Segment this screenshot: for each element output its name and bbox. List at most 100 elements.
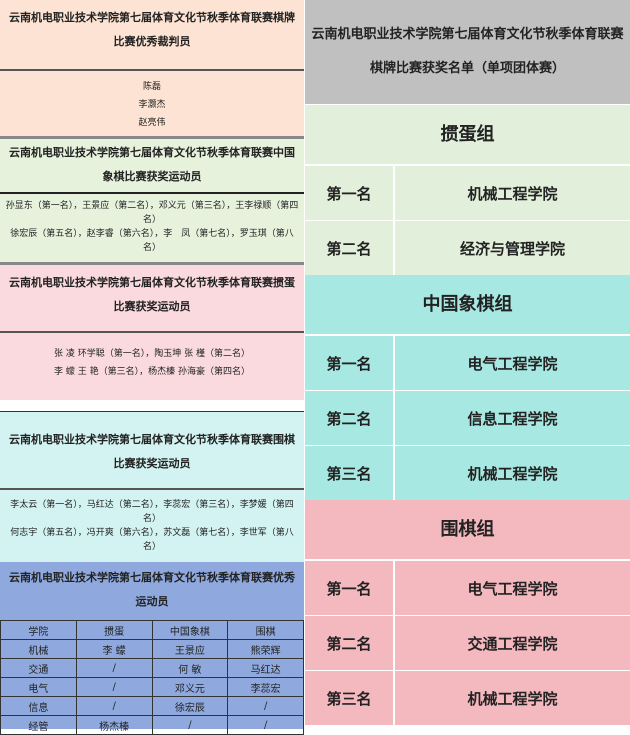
- table-row: 电气 / 邓义元 李蕊宏: [0, 677, 304, 697]
- college-cell: 电气工程学院: [467, 579, 558, 598]
- college-cell: 信息工程学院: [467, 409, 558, 428]
- divider: [0, 136, 304, 139]
- header-cell: 围棋: [227, 620, 304, 640]
- cell: 马红达: [227, 658, 304, 678]
- title-line: 云南机电职业技术学院第七届体育文化节秋季体育联赛中国: [9, 146, 295, 159]
- rank-cell: 第一名: [305, 336, 395, 390]
- team-results-column: 云南机电职业技术学院第七届体育文化节秋季体育联赛 棋牌比赛获奖名单（单项团体赛）…: [305, 0, 630, 729]
- divider: [0, 262, 304, 265]
- header-cell: 学院: [0, 620, 77, 640]
- group-header: 掼蛋组: [305, 105, 630, 165]
- rank-cell: 第三名: [305, 671, 395, 725]
- weiqi-section: 云南机电职业技术学院第七届体育文化节秋季体育联赛围棋 比赛获奖运动员 李太云（第一…: [0, 411, 304, 562]
- title-line: 云南机电职业技术学院第七届体育文化节秋季体育联赛棋牌: [9, 11, 295, 24]
- weiqi-title: 云南机电职业技术学院第七届体育文化节秋季体育联赛围棋 比赛获奖运动员: [0, 412, 304, 476]
- result-row: 第二名 信息工程学院: [305, 390, 630, 445]
- divider: [0, 488, 304, 490]
- rank-cell: 第二名: [305, 616, 395, 670]
- cell: 徐宏辰: [151, 696, 229, 716]
- divider: [0, 192, 304, 194]
- winners-line: 何志宇（第五名），冯开爽（第六名），苏文磊（第七名），李世军（第八名）: [10, 528, 294, 552]
- title-line: 比赛获奖运动员: [113, 300, 191, 313]
- cell: 李 蠓: [75, 639, 153, 659]
- divider: [0, 69, 304, 71]
- rank-cell: 第一名: [305, 166, 395, 220]
- cell: 邓义元: [151, 677, 229, 697]
- rank-cell: 第一名: [305, 561, 395, 615]
- rank-cell: 第二名: [305, 391, 395, 445]
- guandan-title: 云南机电职业技术学院第七届体育文化节秋季体育联赛掼蛋 比赛获奖运动员: [0, 265, 304, 319]
- cell: 信息: [0, 696, 77, 716]
- cell: /: [75, 696, 153, 716]
- group-header: 中国象棋组: [305, 275, 630, 335]
- title-line: 比赛优秀裁判员: [113, 35, 191, 48]
- left-column: 云南机电职业技术学院第七届体育文化节秋季体育联赛棋牌 比赛优秀裁判员 陈磊 李灏杰…: [0, 0, 304, 735]
- winners-line: 张 凌 环学聪（第一名），陶玉坤 张 槿（第二名）: [54, 349, 250, 359]
- rank-cell: 第二名: [305, 221, 395, 275]
- result-row: 第一名 电气工程学院: [305, 560, 630, 615]
- title-line: 象棋比赛获奖运动员: [102, 170, 202, 183]
- referee-name: 赵亮伟: [138, 118, 166, 128]
- guandan-section: 云南机电职业技术学院第七届体育文化节秋季体育联赛掼蛋 比赛获奖运动员 张 凌 环学…: [0, 265, 304, 400]
- divider: [0, 331, 304, 333]
- header-cell: 掼蛋: [75, 620, 153, 640]
- winners-line: 徐宏辰（第五名），赵李睿（第六名），李 凤（第七名），罗玉琪（第八名）: [10, 229, 294, 253]
- referee-name: 李灏杰: [138, 100, 166, 110]
- result-row: 第三名 机械工程学院: [305, 670, 630, 725]
- cell: 机械: [0, 639, 77, 659]
- cell: 经管: [0, 715, 77, 735]
- college-cell: 电气工程学院: [467, 354, 558, 373]
- title-line: 云南机电职业技术学院第七届体育文化节秋季体育联赛掼蛋: [9, 276, 295, 289]
- cell: /: [227, 715, 304, 735]
- group-header: 围棋组: [305, 500, 630, 560]
- table-row: 交通 / 何 敏马红达: [0, 658, 304, 678]
- college-cell: 机械工程学院: [467, 689, 558, 708]
- table-row: 经管 杨杰榛 / /: [0, 715, 304, 735]
- table-row: 机械李 蠓王景应 熊荣辉: [0, 639, 304, 659]
- header-cell: 中国象棋: [151, 620, 229, 640]
- cell: /: [227, 696, 304, 716]
- referee-name: 陈磊: [142, 82, 161, 92]
- result-row: 第二名 经济与管理学院: [305, 220, 630, 275]
- title-line: 云南机电职业技术学院第七届体育文化节秋季体育联赛围棋: [9, 433, 295, 446]
- title-line: 运动员: [135, 595, 169, 608]
- referees-section: 云南机电职业技术学院第七届体育文化节秋季体育联赛棋牌 比赛优秀裁判员 陈磊 李灏杰…: [0, 0, 304, 137]
- result-row: 第一名 机械工程学院: [305, 165, 630, 220]
- title-line: 云南机电职业技术学院第七届体育文化节秋季体育联赛优秀: [9, 571, 295, 584]
- cell: /: [151, 715, 229, 735]
- winners-line: 孙显东（第一名），王景应（第二名），邓义元（第三名），王李禄顺（第四名）: [5, 201, 299, 225]
- college-cell: 经济与管理学院: [459, 239, 565, 258]
- college-cell: 机械工程学院: [467, 184, 558, 203]
- xiangqi-section: 云南机电职业技术学院第七届体育文化节秋季体育联赛中国 象棋比赛获奖运动员 孙显东（…: [0, 139, 304, 262]
- title-line: 棋牌比赛获奖名单（单项团体赛）: [369, 61, 565, 76]
- cell: 电气: [0, 677, 77, 697]
- xiangqi-winners: 孙显东（第一名），王景应（第二名），邓义元（第三名），王李禄顺（第四名） 徐宏辰…: [0, 199, 304, 255]
- team-results-title: 云南机电职业技术学院第七届体育文化节秋季体育联赛 棋牌比赛获奖名单（单项团体赛）: [305, 0, 630, 105]
- title-line: 比赛获奖运动员: [113, 457, 191, 470]
- cell: 何 敏: [151, 658, 229, 678]
- guandan-winners: 张 凌 环学聪（第一名），陶玉坤 张 槿（第二名） 李 蠓 王 艳（第三名），杨…: [0, 345, 304, 381]
- college-cell: 机械工程学院: [467, 464, 558, 483]
- college-cell: 交通工程学院: [467, 634, 558, 653]
- cell: /: [75, 677, 153, 697]
- winners-line: 李 蠓 王 艳（第三名），杨杰榛 孙海豪（第四名）: [54, 367, 250, 377]
- cell: 交通: [0, 658, 77, 678]
- result-row: 第一名 电气工程学院: [305, 335, 630, 390]
- table-header-row: 学院 掼蛋 中国象棋 围棋: [0, 620, 304, 640]
- cell: 熊荣辉: [227, 639, 304, 659]
- referee-names: 陈磊 李灏杰 赵亮伟: [0, 78, 304, 132]
- table-row: 信息 / 徐宏辰 /: [0, 696, 304, 716]
- rank-cell: 第三名: [305, 446, 395, 500]
- cell: /: [75, 658, 153, 678]
- winners-line: 李太云（第一名），马红达（第二名），李蕊宏（第三名），李梦媛（第四名）: [10, 500, 294, 524]
- title-line: 云南机电职业技术学院第七届体育文化节秋季体育联赛: [311, 27, 624, 42]
- result-row: 第二名 交通工程学院: [305, 615, 630, 670]
- excellent-title: 云南机电职业技术学院第七届体育文化节秋季体育联赛优秀 运动员: [0, 562, 304, 614]
- weiqi-winners: 李太云（第一名），马红达（第二名），李蕊宏（第三名），李梦媛（第四名） 何志宇（…: [0, 498, 304, 554]
- result-row: 第三名 机械工程学院: [305, 445, 630, 500]
- xiangqi-title: 云南机电职业技术学院第七届体育文化节秋季体育联赛中国 象棋比赛获奖运动员: [0, 139, 304, 189]
- referees-title: 云南机电职业技术学院第七届体育文化节秋季体育联赛棋牌 比赛优秀裁判员: [0, 0, 304, 54]
- cell: 杨杰榛: [75, 715, 153, 735]
- excellent-athletes-table: 学院 掼蛋 中国象棋 围棋 机械李 蠓王景应 熊荣辉 交通 / 何 敏马红达 电气 / 邓义元李…: [0, 620, 304, 735]
- cell: 李蕊宏: [227, 677, 304, 697]
